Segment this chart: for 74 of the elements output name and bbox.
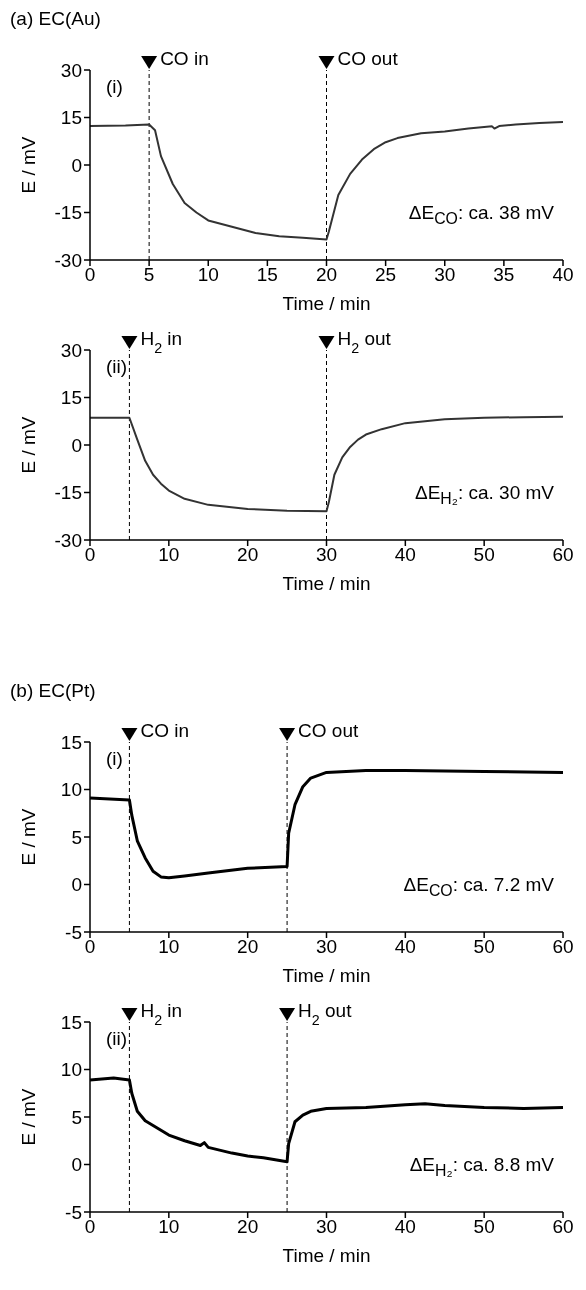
annotation: (ii) bbox=[106, 356, 128, 378]
y-tick-label: 0 bbox=[71, 154, 82, 176]
y-tick-label: -5 bbox=[65, 921, 82, 943]
y-axis-title: E / mV bbox=[17, 416, 39, 474]
x-tick-label: 60 bbox=[552, 544, 574, 566]
x-tick-label: 40 bbox=[552, 264, 574, 286]
y-tick-label: -30 bbox=[54, 529, 82, 551]
y-tick-label: -15 bbox=[54, 482, 82, 504]
annotation: (i) bbox=[106, 76, 123, 98]
line-series bbox=[90, 415, 563, 513]
y-tick-label: 10 bbox=[60, 1059, 82, 1081]
x-tick-label: 10 bbox=[158, 544, 180, 566]
y-tick-label: 15 bbox=[60, 731, 82, 753]
annotation: ΔE$_{H₂}$: ca. 8.8 mV bbox=[409, 1154, 554, 1180]
x-tick-label: 30 bbox=[315, 1216, 338, 1238]
ref-line-label: CO out bbox=[337, 48, 399, 69]
y-tick-label: -30 bbox=[54, 249, 82, 271]
x-tick-label: 30 bbox=[434, 264, 456, 286]
x-tick-label: 10 bbox=[197, 264, 219, 286]
x-tick-label: 30 bbox=[315, 544, 338, 566]
x-tick-label: 40 bbox=[394, 544, 416, 566]
y-tick-label: 0 bbox=[71, 1154, 82, 1176]
x-tick-label: 20 bbox=[315, 264, 338, 286]
x-tick-label: 20 bbox=[237, 936, 259, 958]
y-tick-label: 5 bbox=[71, 1106, 82, 1128]
x-tick-label: 30 bbox=[315, 936, 338, 958]
x-tick-label: 10 bbox=[158, 1216, 180, 1238]
y-axis-title: E / mV bbox=[17, 136, 39, 194]
x-tick-label: 40 bbox=[394, 936, 416, 958]
line-series bbox=[90, 120, 563, 241]
y-axis-title: E / mV bbox=[17, 1088, 39, 1146]
annotation: ΔE$_{CO}$: ca. 7.2 mV bbox=[403, 874, 554, 900]
y-tick-label: 30 bbox=[60, 59, 82, 81]
x-tick-label: 20 bbox=[237, 1216, 259, 1238]
x-tick-label: 10 bbox=[158, 936, 180, 958]
ref-line-label: H$_{2}$ out bbox=[337, 328, 392, 356]
x-tick-label: 25 bbox=[375, 264, 397, 286]
x-tick-label: 35 bbox=[493, 264, 515, 286]
annotation: (i) bbox=[106, 748, 123, 770]
annotation: ΔE$_{CO}$: ca. 38 mV bbox=[408, 202, 554, 228]
x-tick-label: 50 bbox=[473, 936, 495, 958]
y-tick-label: 15 bbox=[60, 107, 82, 129]
x-tick-label: 50 bbox=[473, 1216, 495, 1238]
ref-line-label: CO in bbox=[160, 48, 209, 69]
x-axis-title: Time / min bbox=[282, 573, 371, 594]
ref-line-label: CO in bbox=[140, 720, 189, 741]
x-tick-label: 60 bbox=[552, 1216, 574, 1238]
x-tick-label: 60 bbox=[552, 936, 574, 958]
x-tick-label: 20 bbox=[237, 544, 259, 566]
annotation: (ii) bbox=[106, 1028, 128, 1050]
x-axis-title: Time / min bbox=[282, 1245, 371, 1266]
x-axis-title: Time / min bbox=[282, 293, 371, 314]
y-tick-label: -15 bbox=[54, 202, 82, 224]
y-tick-label: 10 bbox=[60, 779, 82, 801]
y-axis-title: E / mV bbox=[17, 808, 39, 866]
ref-line-label: H$_{2}$ out bbox=[298, 1000, 353, 1028]
x-axis-title: Time / min bbox=[282, 965, 371, 986]
x-tick-label: 40 bbox=[394, 1216, 416, 1238]
ref-line-label: H$_{2}$ in bbox=[140, 1000, 183, 1028]
y-tick-label: 30 bbox=[60, 339, 82, 361]
x-tick-label: 5 bbox=[143, 264, 155, 286]
y-tick-label: 15 bbox=[60, 1011, 82, 1033]
y-tick-label: 15 bbox=[60, 387, 82, 409]
chart-title: (b) EC(Pt) bbox=[10, 680, 97, 702]
ref-line-label: CO out bbox=[298, 720, 359, 741]
y-tick-label: 0 bbox=[71, 434, 82, 456]
y-tick-label: -5 bbox=[65, 1201, 82, 1223]
chart-title: (a) EC(Au) bbox=[10, 8, 102, 30]
x-tick-label: 50 bbox=[473, 544, 495, 566]
annotation: ΔE$_{H₂}$: ca. 30 mV bbox=[414, 482, 554, 508]
ref-line-label: H$_{2}$ in bbox=[140, 328, 183, 356]
x-tick-label: 15 bbox=[256, 264, 278, 286]
y-tick-label: 5 bbox=[71, 826, 82, 848]
y-tick-label: 0 bbox=[71, 874, 82, 896]
